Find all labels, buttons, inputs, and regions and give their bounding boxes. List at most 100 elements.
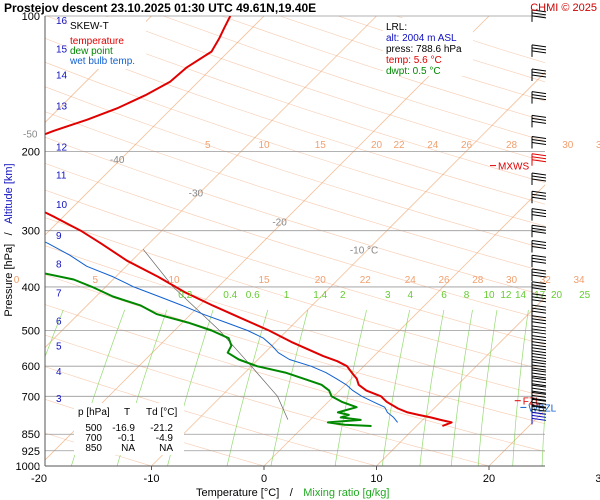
- wind-barb-feather: [531, 321, 547, 325]
- wind-barb-feather: [531, 224, 547, 228]
- dewpoint-line: [45, 272, 372, 427]
- dry-adiabat-line: [45, 37, 545, 205]
- wetbulb-line: [45, 241, 398, 423]
- wind-barb-feather: [531, 44, 547, 48]
- isotherm-label: -40: [110, 155, 125, 166]
- wind-barb-feather: [531, 50, 547, 54]
- wind-barb-feather: [531, 268, 547, 272]
- copyright: CHMI © 2025: [530, 2, 597, 14]
- mixing-ratio-label: 20: [551, 290, 563, 301]
- mixing-ratio-line: [541, 407, 545, 466]
- adiabat-label: 30: [562, 140, 574, 151]
- mixing-ratio-label: 3: [385, 290, 391, 301]
- wind-barb-feather: [531, 15, 547, 19]
- level-label: MXWS: [498, 162, 529, 173]
- mixing-ratio-label: 4: [407, 290, 413, 301]
- adiabat-label: 30: [506, 275, 518, 286]
- isotherm-line: [45, 16, 265, 236]
- adiabat-label: 15: [258, 275, 270, 286]
- isotherm-line: [45, 16, 152, 124]
- wind-barb-feather: [531, 178, 547, 182]
- wind-barb-feather: [531, 240, 547, 244]
- mixing-ratio-label: 1.4: [313, 290, 327, 301]
- wind-barb-feather: [531, 230, 547, 234]
- lcl-title: LRL:: [386, 22, 407, 33]
- wind-barb-feather: [531, 196, 547, 200]
- wind-barb-feather: [531, 257, 547, 261]
- mixing-ratio-label: 0.6: [246, 290, 260, 301]
- wind-barb-feather: [531, 9, 547, 13]
- wind-barb-feather: [531, 310, 547, 314]
- mixing-ratio-line: [419, 309, 445, 466]
- table-row-500-p: 500: [85, 423, 102, 434]
- isotherm-label: -30: [189, 189, 204, 200]
- wind-barb-feather: [531, 344, 547, 348]
- isotherm-line: [45, 16, 377, 349]
- wind-barb-feather: [531, 390, 547, 394]
- wind-barb-feather: [531, 315, 547, 319]
- wind-barb-feather: [531, 353, 547, 357]
- wind-barb-feather: [531, 254, 547, 258]
- mixing-ratio-label: 6: [441, 290, 447, 301]
- adiabat-label: 32: [540, 275, 552, 286]
- adiabat-label: 26: [438, 275, 450, 286]
- lcl-box: LRL: alt: 2004 m ASL press: 788.6 hPa te…: [383, 18, 473, 77]
- wind-barb-feather: [531, 156, 547, 160]
- x-tick-label: 20: [483, 473, 495, 485]
- mixing-ratio-label: 2: [340, 290, 346, 301]
- wind-barb-feather: [531, 97, 547, 101]
- wind-barbs: [531, 9, 547, 425]
- wind-barb-feather: [531, 208, 547, 212]
- isotherm-line: [263, 184, 545, 466]
- isobar-grid: [45, 15, 545, 467]
- pressure-tick-label: 600: [22, 361, 40, 373]
- wind-barb-feather: [531, 364, 547, 368]
- x-tick-label: -10: [144, 473, 160, 485]
- wind-barb-feather: [531, 114, 547, 118]
- altitude-tick-label: 4: [56, 367, 62, 378]
- dry-adiabat-line: [45, 136, 545, 296]
- wind-barb-feather: [531, 417, 547, 421]
- mixing-ratio-label: 25: [579, 290, 591, 301]
- isotherm-line: [45, 16, 490, 461]
- altitude-tick-label: 3: [56, 394, 62, 405]
- wind-barb-feather: [531, 367, 547, 371]
- dry-adiabat-line: [45, 189, 545, 346]
- wind-barb-feather: [531, 384, 547, 388]
- dry-adiabat-line: [45, 245, 545, 397]
- pressure-tick-label: 700: [22, 391, 40, 403]
- dry-adiabat-line: [45, 162, 545, 321]
- temperature-line: [45, 16, 453, 427]
- wind-barb-feather: [531, 375, 547, 379]
- adiabat-label: 5: [92, 275, 98, 286]
- table-row-700-t: -0.1: [118, 433, 136, 444]
- isotherm-grid: [45, 16, 545, 466]
- lcl-temp: temp: 5.6 °C: [386, 55, 442, 66]
- wind-barb-feather: [531, 408, 547, 412]
- altitude-tick-label: 13: [56, 101, 68, 112]
- legend-dewpoint: dew point: [70, 46, 113, 57]
- y-axis-label-pressure: Pressure [hPa]: [3, 244, 15, 317]
- wind-barb-feather: [531, 397, 547, 401]
- pressure-tick-label: 1000: [16, 461, 40, 473]
- altitude-tick-label: 9: [56, 231, 62, 242]
- level-table: p [hPa] T Td [°C] 500 -16.9 -21.2 700 -0…: [74, 403, 184, 455]
- wind-barb-feather: [531, 341, 547, 345]
- wind-barb-feather: [531, 271, 547, 275]
- lcl-alt: alt: 2004 m ASL: [386, 33, 457, 44]
- wind-barb-feather: [531, 68, 547, 72]
- level-label: WBZL: [528, 403, 556, 414]
- wind-barb-feather: [531, 372, 547, 376]
- wind-barb-feather: [531, 284, 547, 288]
- wind-barb-feather: [531, 260, 547, 264]
- mixing-ratio-label: 14: [515, 290, 527, 301]
- altitude-tick-label: 11: [56, 170, 67, 181]
- adiabat-label: 24: [405, 275, 417, 286]
- wind-barb-feather: [531, 325, 547, 329]
- wind-barb-feather: [531, 335, 547, 339]
- table-row-500-td: -21.2: [150, 423, 173, 434]
- table-row-850-p: 850: [85, 443, 102, 454]
- wind-barb-feather: [531, 246, 547, 250]
